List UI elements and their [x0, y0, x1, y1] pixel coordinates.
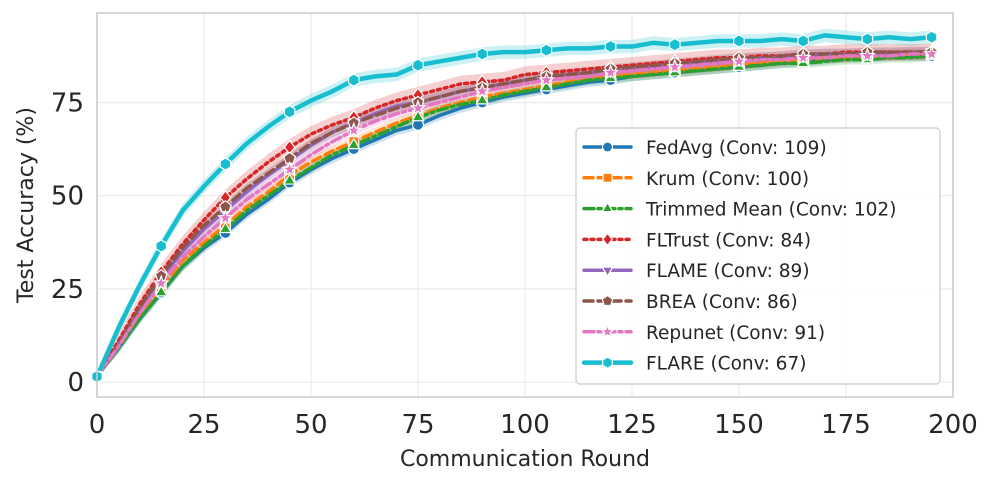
x-tick-label: 100 — [500, 410, 550, 440]
legend: FedAvg (Conv: 109) Krum (Conv: 100) Trimme… — [575, 127, 941, 385]
x-axis-label: Communication Round — [400, 447, 650, 472]
data-point — [858, 47, 876, 64]
data-point — [473, 82, 491, 99]
data-point — [730, 52, 748, 69]
series-line — [94, 33, 934, 379]
x-tick-label: 50 — [294, 410, 327, 440]
data-point — [733, 34, 745, 48]
data-point — [540, 43, 553, 58]
data-point — [152, 274, 170, 291]
data-point — [666, 58, 684, 75]
data-point — [923, 45, 941, 62]
data-point — [601, 201, 614, 213]
data-point — [601, 266, 614, 278]
legend-entry: Repunet (Conv: 91) — [646, 323, 825, 344]
data-point — [602, 172, 613, 183]
y-tick-label: 75 — [51, 88, 84, 118]
x-tick-label: 125 — [607, 410, 657, 440]
data-point — [411, 109, 425, 122]
x-tick-label: 75 — [401, 410, 434, 440]
data-point — [537, 71, 555, 88]
x-tick-label: 25 — [187, 410, 220, 440]
data-point — [599, 323, 616, 339]
data-point — [601, 232, 614, 247]
data-point — [601, 294, 614, 307]
data-point — [476, 47, 489, 61]
x-tick-labels: 0 25 50 75 100 125 150 175 200 — [89, 410, 978, 440]
legend-entry: FLAME (Conv: 89) — [646, 261, 810, 282]
y-tick-label: 0 — [67, 368, 84, 398]
y-tick-label: 25 — [51, 275, 84, 305]
series-line — [95, 52, 934, 379]
data-point — [345, 121, 363, 138]
legend-entry: FLTrust (Conv: 84) — [646, 230, 811, 251]
data-point — [604, 39, 617, 54]
series-markers — [88, 30, 941, 385]
data-point — [347, 137, 361, 150]
data-point — [794, 48, 812, 65]
legend-entry: FedAvg (Conv: 109) — [646, 138, 827, 159]
data-point — [218, 221, 233, 234]
data-point — [283, 105, 296, 119]
data-point — [154, 284, 168, 297]
data-point — [347, 73, 360, 87]
series-line — [95, 50, 934, 379]
plot-frame — [96, 12, 954, 398]
y-axis-label: Test Accuracy (%) — [14, 107, 39, 304]
data-point — [282, 172, 297, 185]
x-tick-label: 200 — [928, 410, 978, 440]
legend-entry: BREA (Conv: 86) — [646, 292, 798, 313]
data-point — [539, 79, 554, 92]
y-tick-labels: 0 25 50 75 — [51, 88, 84, 398]
data-point — [797, 34, 810, 48]
x-tick-label: 150 — [714, 410, 764, 440]
data-point — [412, 58, 424, 72]
data-point — [601, 141, 614, 153]
legend-entry: Krum (Conv: 100) — [646, 169, 809, 190]
legend-entry: Trimmed Mean (Conv: 102) — [645, 200, 896, 221]
data-point — [861, 32, 874, 46]
series-line — [95, 54, 934, 379]
legend-box — [575, 127, 941, 385]
data-point — [219, 157, 232, 171]
legend-entry: FLARE (Conv: 67) — [646, 354, 806, 375]
series-line — [95, 52, 934, 379]
data-point — [475, 92, 489, 105]
data-point — [925, 30, 938, 44]
data-point — [281, 160, 299, 177]
series-lines — [94, 33, 934, 379]
x-tick-label: 175 — [821, 410, 871, 440]
data-point — [602, 63, 620, 80]
data-point — [155, 239, 168, 253]
data-point — [409, 99, 427, 116]
data-point — [216, 209, 234, 226]
data-point — [602, 356, 613, 369]
y-tick-label: 50 — [51, 182, 84, 212]
x-tick-label: 0 — [89, 410, 106, 440]
data-point — [668, 37, 681, 52]
